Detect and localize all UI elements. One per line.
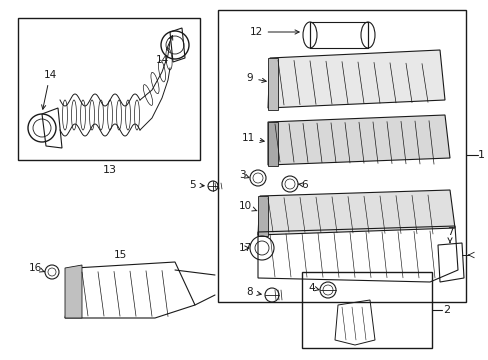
Text: 1: 1 xyxy=(476,150,484,160)
Text: 16: 16 xyxy=(28,263,44,273)
Polygon shape xyxy=(267,50,444,108)
Text: 9: 9 xyxy=(246,73,265,83)
Text: 5: 5 xyxy=(189,180,203,190)
Text: 17: 17 xyxy=(238,243,251,253)
Text: 8: 8 xyxy=(246,287,261,297)
Text: 2: 2 xyxy=(443,305,449,315)
Text: 12: 12 xyxy=(249,27,299,37)
Bar xyxy=(302,272,431,348)
Text: 6: 6 xyxy=(298,180,307,190)
Polygon shape xyxy=(65,265,82,318)
Bar xyxy=(18,18,200,160)
Text: 4: 4 xyxy=(308,283,318,293)
Text: 3: 3 xyxy=(238,170,248,180)
Text: 7: 7 xyxy=(446,227,452,243)
Text: 14: 14 xyxy=(41,70,57,109)
Text: 14: 14 xyxy=(155,36,172,65)
Polygon shape xyxy=(267,122,278,166)
Text: 11: 11 xyxy=(241,133,264,143)
Polygon shape xyxy=(258,196,267,236)
Text: 13: 13 xyxy=(103,165,117,175)
Polygon shape xyxy=(267,115,449,165)
Bar xyxy=(218,10,465,302)
Text: 10: 10 xyxy=(238,201,257,211)
Bar xyxy=(309,22,367,48)
Text: 15: 15 xyxy=(113,250,126,260)
Polygon shape xyxy=(267,58,278,110)
Polygon shape xyxy=(258,190,454,235)
